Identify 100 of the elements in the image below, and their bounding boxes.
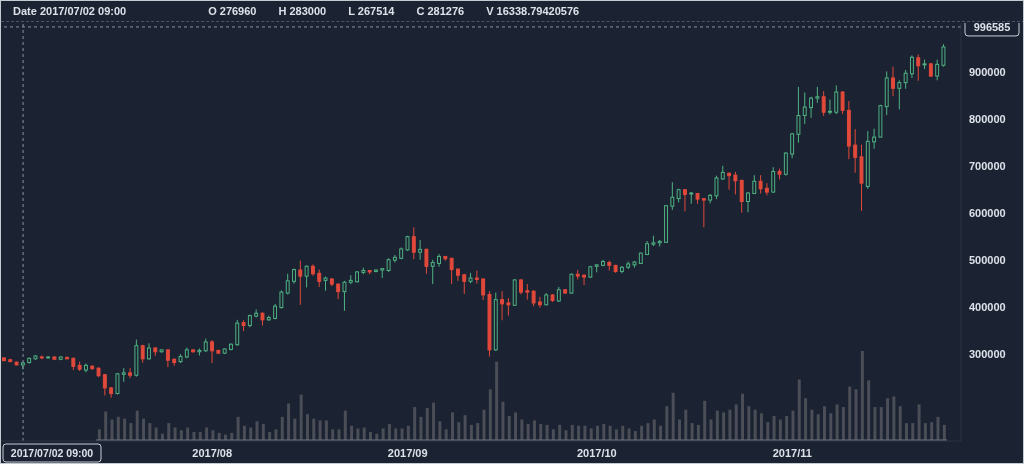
y-tick-label: 600000 — [969, 207, 1006, 220]
candlestick — [897, 79, 902, 110]
candlestick — [739, 179, 744, 214]
bar — [557, 424, 561, 440]
candlestick — [430, 259, 435, 285]
candlestick — [821, 90, 826, 117]
bar — [847, 386, 851, 440]
candlestick — [891, 66, 895, 97]
bar — [179, 430, 183, 440]
bar — [797, 379, 801, 440]
bar — [835, 404, 839, 440]
bar — [431, 402, 435, 440]
bar — [576, 425, 580, 440]
bar — [444, 429, 448, 440]
candlestick — [764, 182, 769, 196]
bar — [671, 392, 675, 440]
bar — [791, 410, 795, 440]
bar — [690, 423, 694, 440]
candlestick — [128, 367, 133, 379]
y-tick-label: 900000 — [969, 66, 1006, 79]
candlestick — [916, 53, 921, 82]
bar — [494, 361, 498, 440]
bar — [620, 425, 624, 440]
candlestick — [235, 319, 240, 347]
bar — [614, 429, 618, 440]
bar — [501, 401, 505, 440]
bar — [147, 423, 151, 440]
candlestick — [670, 181, 675, 211]
candlestick — [279, 289, 284, 310]
candlestick — [714, 175, 719, 200]
bar — [898, 406, 902, 440]
bar — [292, 418, 296, 440]
bar — [412, 407, 416, 440]
candlestick — [853, 128, 858, 174]
text: L 267514 — [348, 5, 395, 17]
candlestick — [537, 296, 542, 309]
bar — [942, 424, 946, 440]
candlestick — [840, 90, 845, 115]
bar — [450, 412, 454, 440]
candlestick — [342, 280, 347, 312]
bar — [507, 415, 511, 440]
bar — [734, 404, 738, 440]
candlestick — [746, 191, 750, 213]
text: Date 2017/07/02 09:00 — [13, 5, 127, 17]
bar — [936, 416, 940, 440]
bar — [639, 425, 643, 440]
bar — [463, 415, 467, 440]
x-tick-label: 2017/10 — [576, 446, 617, 459]
bar — [709, 419, 713, 440]
bar — [406, 425, 410, 440]
bar — [469, 424, 473, 440]
x-tick-label: 2017/09 — [387, 446, 428, 459]
bar — [740, 393, 744, 440]
bar — [765, 422, 769, 440]
bar — [349, 425, 353, 440]
bar — [601, 423, 605, 440]
bar — [261, 423, 265, 440]
candlestick — [418, 239, 423, 261]
bar — [910, 423, 914, 440]
bar — [646, 423, 650, 440]
bar — [97, 429, 101, 440]
bar — [772, 415, 776, 440]
bar — [324, 420, 328, 440]
candlestick — [392, 254, 397, 264]
candlestick — [935, 59, 940, 81]
candlestick — [872, 128, 877, 150]
bar — [475, 423, 479, 440]
bar — [519, 419, 523, 440]
candlestick — [727, 171, 732, 191]
bar — [456, 422, 460, 440]
bar — [355, 428, 359, 440]
candlestick — [909, 54, 914, 79]
bar — [538, 423, 542, 440]
bar — [210, 430, 214, 440]
bar — [564, 430, 568, 440]
bar — [513, 412, 517, 440]
bar — [400, 428, 404, 440]
candlestick — [682, 188, 687, 212]
bar — [784, 415, 788, 440]
candlestick — [796, 86, 801, 144]
bar — [242, 425, 246, 440]
bar — [425, 407, 429, 440]
bar — [715, 410, 719, 440]
candlestick — [462, 273, 467, 295]
candlestick — [298, 260, 303, 306]
bar — [318, 420, 322, 440]
candlestick — [424, 247, 429, 275]
candlestick — [828, 99, 832, 116]
candlestick — [474, 270, 479, 285]
bar — [809, 409, 813, 440]
candlestick — [802, 92, 807, 125]
bar — [545, 424, 549, 440]
candlestick — [304, 264, 309, 288]
bar — [236, 416, 240, 440]
bar — [437, 421, 441, 440]
bar — [816, 414, 820, 440]
bar — [299, 394, 303, 440]
bar — [488, 389, 492, 440]
bar — [677, 419, 681, 440]
bar — [280, 416, 284, 440]
